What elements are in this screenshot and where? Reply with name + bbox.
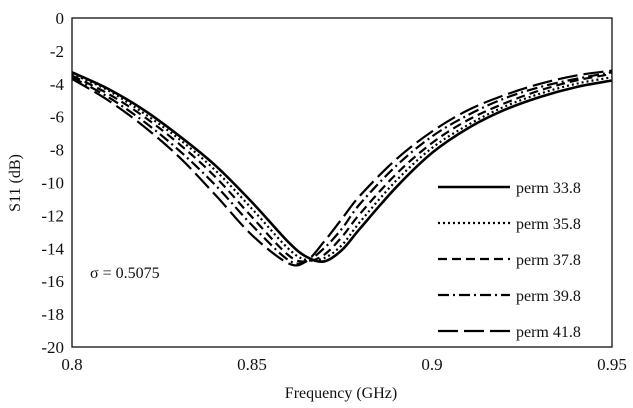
y-tick-label: -20 [41,338,64,357]
series-line-perm-39-8 [71,71,613,265]
x-tick-labels: 0.8 0.85 0.9 0.95 [61,355,627,374]
legend: perm 33.8 perm 35.8 perm 37.8 perm 39.8 perm… [438,180,581,341]
series-line-perm-41-8 [71,69,613,267]
y-tick-label: 0 [56,9,65,28]
x-tick-label: 0.8 [61,355,82,374]
legend-label-perm-35-8: perm 35.8 [516,216,581,233]
x-tick-label: 0.95 [597,355,627,374]
y-tick-label: -10 [41,174,64,193]
series-line-perm-35-8 [71,72,613,262]
plot-frame [71,17,613,348]
x-tick-label: 0.85 [237,355,267,374]
y-tick-label: -14 [41,239,64,258]
series-lines [71,69,613,267]
y-tick-label: -4 [50,75,65,94]
series-line-perm-33-8 [71,71,613,263]
y-tick-label: -18 [41,305,64,324]
series-line-perm-37-8 [71,72,613,263]
y-tick-labels: 0 -2 -4 -6 -8 -10 -12 -14 -16 -18 -20 [41,9,64,357]
legend-label-perm-41-8: perm 41.8 [516,324,581,341]
legend-label-perm-33-8: perm 33.8 [516,180,581,197]
y-tick-label: -6 [50,108,64,127]
y-tick-label: -8 [50,141,64,160]
legend-label-perm-37-8: perm 37.8 [516,252,581,269]
x-axis-label: Frequency (GHz) [285,385,397,402]
y-axis-label: S11 (dB) [7,154,24,212]
sigma-annotation: σ = 0.5075 [90,265,160,282]
y-tick-label: -12 [41,206,64,225]
y-tick-label: -16 [41,272,64,291]
legend-label-perm-39-8: perm 39.8 [516,288,581,305]
y-tick-label: -2 [50,42,64,61]
x-tick-label: 0.9 [421,355,442,374]
